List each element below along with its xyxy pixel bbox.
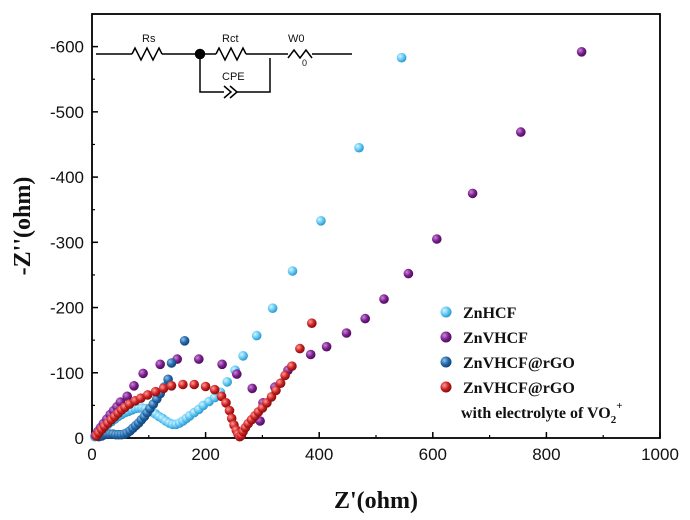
cpe-element [223,85,239,99]
data-point [224,405,235,416]
data-point [432,234,442,244]
legend-marker [440,306,452,318]
axis-ticks: 0 200 400 600 800 1000 0 -100 -200 -300 -400 -500 -6… [50,38,679,464]
x-tick-label: 200 [191,445,219,464]
x-tick-label: 400 [305,445,333,464]
data-point [247,383,257,394]
data-point [142,390,153,400]
data-point [179,336,190,346]
w0-subscript: 0 [302,58,307,68]
x-tick-label: 600 [419,445,447,464]
data-point [222,377,232,387]
plot-area [91,13,661,439]
rct-resistor [215,46,247,62]
series-4 [91,318,317,442]
data-point [267,303,278,314]
y-tick-label: -200 [50,299,84,318]
data-point [280,370,290,381]
y-tick-label: -400 [50,168,84,187]
legend-label: ZnVHCF@rGO [463,380,575,397]
x-tick-label: 0 [87,445,96,464]
data-point [189,379,199,390]
data-point [271,385,281,396]
data-point [316,216,326,226]
y-tick-label: -100 [50,364,84,383]
data-point [305,349,316,360]
data-point [287,266,298,276]
data-point [396,52,407,63]
data-point [232,369,242,379]
equivalent-circuit: Rs Rct W0 0 CPE [96,33,352,99]
x-tick-label: 1000 [641,445,679,464]
y-tick-label: -300 [50,233,84,252]
legend-marker [440,331,452,343]
w0-label: W0 [288,33,305,45]
data-point [200,381,211,392]
data-point [321,341,332,352]
legend-label: ZnVHCF [463,330,528,347]
legend-marker [440,356,452,368]
data-point [516,127,526,137]
data-point [209,384,220,395]
rs-resistor [131,46,163,62]
x-axis-title: Z'(ohm) [334,488,418,514]
y-tick-label: 0 [75,429,84,448]
x-tick-label: 800 [532,445,560,464]
data-point [467,188,478,199]
data-point [158,383,169,394]
data-point [194,354,204,364]
data-point [150,386,161,397]
data-point [122,391,132,402]
cpe-branch-wire-right [237,58,271,93]
data-point [155,359,165,370]
data-point [166,381,177,391]
data-point [354,142,364,153]
data-point [287,361,297,372]
data-point [360,313,371,324]
y-tick-label: -600 [50,38,84,57]
data-point [379,294,389,304]
w0-element [287,48,313,60]
data-point [129,381,139,391]
data-series [90,47,587,442]
cpe-label: CPE [222,71,245,83]
data-point [341,328,352,338]
legend-label: ZnVHCF@rGO [463,355,575,372]
data-point [217,359,227,370]
y-axis-title: -Z''(ohm) [10,177,36,276]
data-point [138,368,148,379]
legend-label: ZnHCF [463,305,517,322]
data-point [403,268,414,279]
data-point [576,47,587,57]
rct-label: Rct [222,33,239,45]
data-point [221,398,231,408]
data-point [166,358,177,368]
y-tick-label: -500 [50,103,84,122]
legend-marker [440,381,452,393]
legend: ZnHCF ZnVHCF ZnVHCF@rGO ZnVHCF@rGO [440,305,575,397]
data-point [307,318,317,329]
data-point [275,378,286,389]
legend-electrolyte-note: with electrolyte of VO2+ [461,400,623,426]
data-point [238,351,248,361]
data-point [251,330,262,341]
cpe-branch-wire [199,58,224,93]
data-point [178,379,188,390]
data-point [295,343,305,354]
series-3 [94,336,190,442]
rs-label: Rs [142,33,156,45]
